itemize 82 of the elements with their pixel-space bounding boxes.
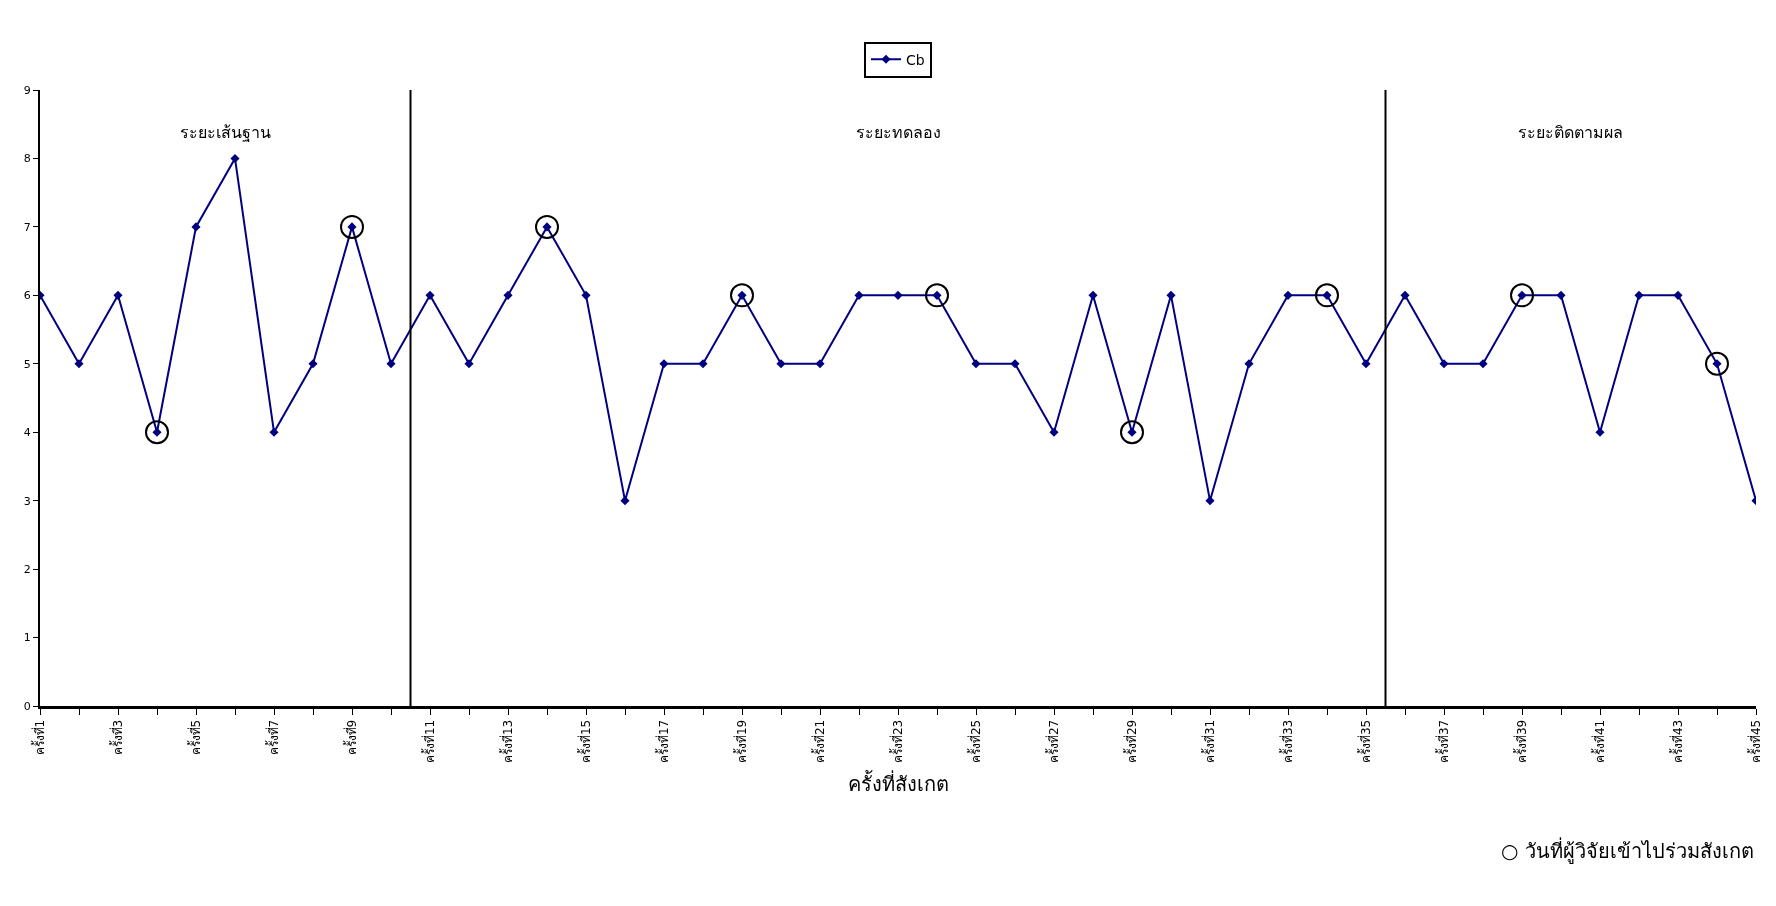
point (425, 290, 435, 300)
point (698, 359, 708, 369)
x-tick-label: ครั้งที่37 (1434, 719, 1451, 764)
point (659, 359, 669, 369)
text: ○ วันที่ผู้วิจัยเข้าไปร่วมสังเกต (1501, 837, 1754, 864)
x-tick-label: ครั้งที่9 (342, 719, 359, 756)
y-tick-label: 7 (23, 220, 31, 234)
point (113, 290, 123, 300)
point (1244, 359, 1254, 369)
x-tick-label: ครั้งที่3 (108, 719, 125, 756)
point (340, 214, 364, 239)
point (1049, 427, 1059, 437)
point (1315, 283, 1339, 308)
point (1510, 283, 1534, 308)
point (1205, 496, 1215, 506)
point (503, 290, 513, 300)
x-tick-label: ครั้งที่39 (1512, 719, 1529, 764)
point (971, 359, 981, 369)
point (776, 359, 786, 369)
legend-label: Cb (906, 51, 925, 68)
y-tick-label: 9 (23, 83, 31, 97)
y-tick-label: 4 (23, 426, 31, 440)
y-tick-label: 2 (23, 562, 31, 576)
x-tick-label: ครั้งที่43 (1668, 719, 1685, 764)
point (145, 420, 169, 445)
point (854, 290, 864, 300)
x-tick-label: ครั้งที่5 (186, 719, 203, 756)
x-tick-label: ครั้งที่29 (1122, 719, 1139, 764)
point (1400, 290, 1410, 300)
point (581, 290, 591, 300)
point (815, 359, 825, 369)
point (308, 359, 318, 369)
point (230, 153, 240, 163)
x-tick-label: ครั้งที่33 (1278, 719, 1295, 764)
point (730, 283, 754, 308)
point (620, 496, 630, 506)
y-tick-label: 3 (23, 494, 31, 508)
x-tick-label: ครั้งที่15 (576, 719, 593, 764)
point (893, 290, 903, 300)
x-tick-label: ครั้งที่19 (732, 719, 749, 764)
point (1166, 290, 1176, 300)
x-tick-label: ครั้งที่17 (654, 719, 671, 764)
x-tick-label: ครั้งที่21 (810, 719, 827, 764)
point (1361, 359, 1371, 369)
point (535, 214, 559, 239)
x-tick-label: ครั้งที่25 (966, 719, 983, 764)
annotation: ระยะติดตามผล (1518, 123, 1623, 142)
point (1705, 351, 1729, 376)
x-tick-label: ครั้งที่1 (30, 719, 47, 756)
annotation: ระยะเส้นฐาน (180, 123, 271, 142)
x-tick-label: ครั้งที่23 (888, 719, 905, 764)
y-tick-label: 8 (23, 152, 31, 166)
x-tick-label: ครั้งที่27 (1044, 719, 1061, 764)
point (269, 427, 279, 437)
point (1595, 427, 1605, 437)
y-tick-label: 6 (23, 289, 31, 303)
point (1010, 359, 1020, 369)
point (464, 359, 474, 369)
point (1673, 290, 1683, 300)
x-tick-label: ครั้งที่31 (1200, 719, 1217, 764)
x-tick-label: ครั้งที่13 (498, 719, 515, 764)
point (74, 359, 84, 369)
x-tick-label: ครั้งที่35 (1356, 719, 1373, 764)
point (1283, 290, 1293, 300)
point (1556, 290, 1566, 300)
point (386, 359, 396, 369)
point (1478, 359, 1488, 369)
y-tick-label: 0 (23, 699, 31, 713)
point (1634, 290, 1644, 300)
point (191, 222, 201, 232)
annotation: ระยะทดลอง (856, 123, 941, 142)
y-tick-label: 5 (23, 357, 31, 371)
x-tick-label: ครั้งที่11 (420, 719, 437, 764)
x-tick-label: ครั้งที่41 (1590, 719, 1607, 764)
point (1120, 420, 1144, 445)
x-tick-label: ครั้งที่45 (1746, 719, 1763, 764)
point (925, 283, 949, 308)
y-tick-label: 1 (23, 631, 31, 645)
x-tick-label: ครั้งที่7 (264, 719, 281, 756)
point (1088, 290, 1098, 300)
x-axis-title: ครั้งที่สังเกต (847, 769, 949, 796)
point (1439, 359, 1449, 369)
